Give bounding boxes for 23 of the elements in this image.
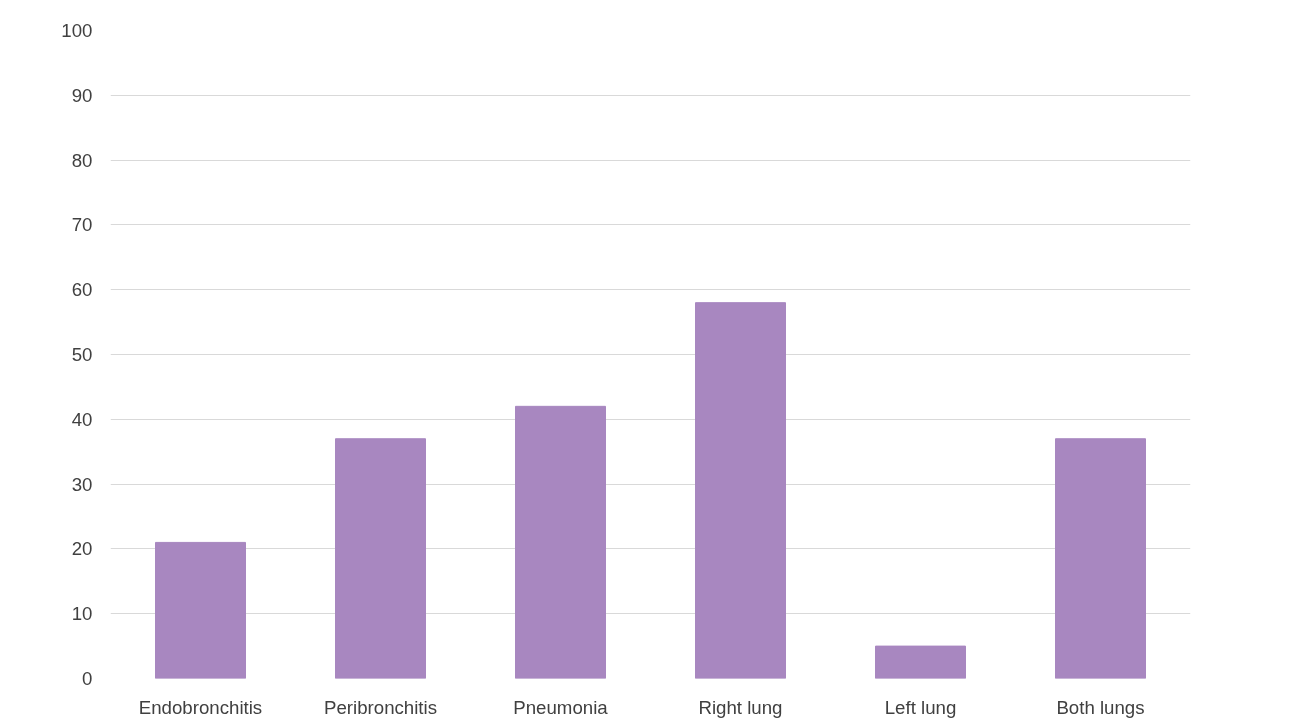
bar — [155, 541, 246, 679]
y-tick-label: 50 — [71, 344, 93, 365]
y-tick-label: 90 — [71, 84, 93, 106]
bar — [695, 302, 786, 679]
y-tick-label: 80 — [71, 149, 93, 171]
x-tick-label: Right lung — [698, 696, 783, 718]
y-tick-label: 20 — [71, 538, 93, 560]
bar — [515, 405, 606, 679]
x-tick-label: Left lung — [884, 696, 957, 718]
y-tick-label: 10 — [71, 603, 93, 625]
y-tick-label: 70 — [71, 214, 93, 236]
y-tick-label: 0 — [82, 668, 93, 689]
bar — [875, 645, 966, 679]
y-tick-label: 60 — [71, 279, 93, 301]
bar — [1055, 438, 1146, 679]
y-tick-label: 30 — [71, 473, 93, 495]
x-tick-label: Endobronchitis — [138, 696, 263, 718]
x-tick-label: Peribronchitis — [323, 696, 438, 718]
bar — [335, 438, 426, 679]
y-tick-label: 40 — [71, 408, 93, 430]
x-tick-label: Both lungs — [1056, 696, 1145, 718]
y-tick-label: 100 — [61, 20, 93, 41]
x-tick-label: Pneumonia — [513, 696, 609, 718]
